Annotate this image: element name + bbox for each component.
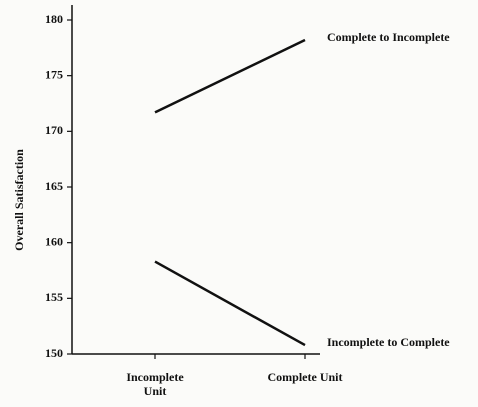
- x-tick-label: Incomplete Unit: [126, 370, 184, 398]
- y-axis-label: Overall Satisfaction: [12, 149, 26, 251]
- y-tick-label: 165: [45, 179, 63, 193]
- series-label: Incomplete to Complete: [327, 335, 450, 349]
- y-tick-label: 180: [45, 12, 63, 26]
- x-tick-label: Complete Unit: [267, 370, 343, 384]
- y-tick-label: 170: [45, 123, 63, 137]
- y-tick-label: 155: [45, 290, 63, 304]
- series-label: Complete to Incomplete: [327, 30, 450, 44]
- y-tick-label: 175: [45, 67, 63, 81]
- y-tick-label: 150: [45, 346, 63, 360]
- y-tick-label: 160: [45, 234, 63, 248]
- series-line: [154, 38, 306, 114]
- series-line: [154, 260, 306, 347]
